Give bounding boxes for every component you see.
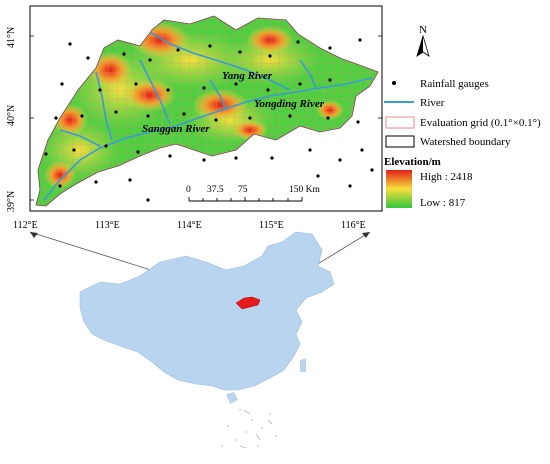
svg-text:41°N: 41°N [6,27,17,48]
svg-text:37.5: 37.5 [207,185,224,195]
svg-text:112°E: 112°E [13,220,38,231]
svg-text:0: 0 [186,185,191,195]
river-label-sanggan: Sanggan River [142,123,210,135]
legend: Rainfall gauges River Evaluation grid (0… [384,78,541,209]
legend-boundary: Watershed boundary [420,136,511,148]
legend-rain-gauges: Rainfall gauges [420,78,489,90]
svg-text:150 Km: 150 Km [289,185,320,195]
rain-gauge-points [44,38,374,202]
legend-grid: Evaluation grid (0.1°×0.1°) [420,117,541,129]
legend-elev-high: High : 2418 [420,171,473,183]
elevation-colorbar [386,170,412,208]
river-label-yang: Yang River [222,70,273,82]
svg-text:116°E: 116°E [341,220,366,231]
legend-elevation-title: Elevation/m [384,156,441,168]
watershed-location [235,296,261,310]
river-network [43,31,373,201]
svg-text:N: N [419,24,427,36]
svg-text:40°N: 40°N [6,105,17,126]
svg-text:39°N: 39°N [6,191,17,212]
river-label-yongding: Yongding River [254,98,325,110]
svg-text:115°E: 115°E [259,220,284,231]
scale-bar: 0 37.5 75 150 Km [186,185,320,202]
svg-text:113°E: 113°E [95,220,120,231]
north-arrow: N [416,24,430,57]
legend-elev-low: Low : 817 [420,197,466,209]
legend-river: River [420,97,445,109]
svg-text:114°E: 114°E [177,220,202,231]
china-map [79,231,335,449]
longitude-labels: 112°E 113°E 114°E 115°E 116°E [13,220,366,231]
latitude-labels: 41°N 40°N 39°N [6,27,17,212]
svg-text:75: 75 [238,185,248,195]
